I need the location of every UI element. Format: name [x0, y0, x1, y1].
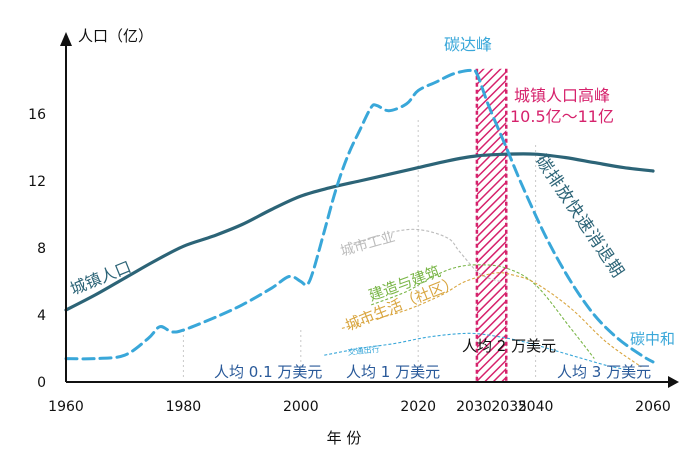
annotation-neutral: 碳中和	[630, 330, 675, 348]
x-tick-2000: 2000	[283, 399, 319, 415]
annotation-g01: 人均 0.1 万美元	[214, 363, 322, 381]
x-tick-2030: 2030	[456, 399, 492, 415]
sub-series-label-industry: 城市工业	[338, 228, 397, 260]
x-axis-arrow	[668, 376, 679, 388]
sub-series-construction	[371, 264, 595, 359]
y-tick-0: 0	[37, 375, 46, 391]
annotation-g1: 人均 1 万美元	[346, 363, 440, 381]
y-tick-16: 16	[28, 107, 46, 123]
main-series-group	[64, 68, 655, 364]
urban-peak-band	[476, 68, 507, 383]
annotation-g2: 人均 2 万美元	[462, 337, 556, 355]
y-tick-labels: 0 4 8 12 16	[28, 107, 46, 391]
urban-population-line	[64, 152, 655, 312]
x-tick-2060: 2060	[635, 399, 671, 415]
carbon-emission-line	[64, 68, 655, 364]
x-tick-2035: 2035	[491, 399, 527, 415]
annotation-urban-peak-range: 10.5亿～11亿	[510, 107, 614, 126]
y-tick-12: 12	[28, 174, 46, 190]
y-tick-8: 8	[37, 241, 46, 257]
sub-series-industry	[353, 228, 501, 283]
x-tick-1980: 1980	[166, 399, 202, 415]
annotation-urban-peak: 城镇人口高峰	[514, 86, 610, 105]
sub-series-group	[324, 228, 642, 371]
y-axis-arrow	[60, 32, 72, 46]
x-axis-title: 年 份	[327, 429, 362, 447]
sub-series-transport	[324, 332, 630, 371]
x-tick-1960: 1960	[48, 399, 84, 415]
annotation-peak: 碳达峰	[444, 35, 492, 54]
sub-series-label-transport: 交通出行	[347, 344, 380, 357]
y-tick-4: 4	[37, 308, 46, 324]
x-tick-2040: 2040	[518, 399, 554, 415]
annotation-decline: 碳排放快速消退期	[531, 152, 628, 283]
sub-series-living	[341, 272, 642, 368]
highlight-band-group	[475, 68, 508, 383]
annotation-g3: 人均 3 万美元	[557, 363, 651, 381]
x-tick-2020: 2020	[400, 399, 436, 415]
y-axis-title: 人口（亿）	[78, 27, 153, 45]
